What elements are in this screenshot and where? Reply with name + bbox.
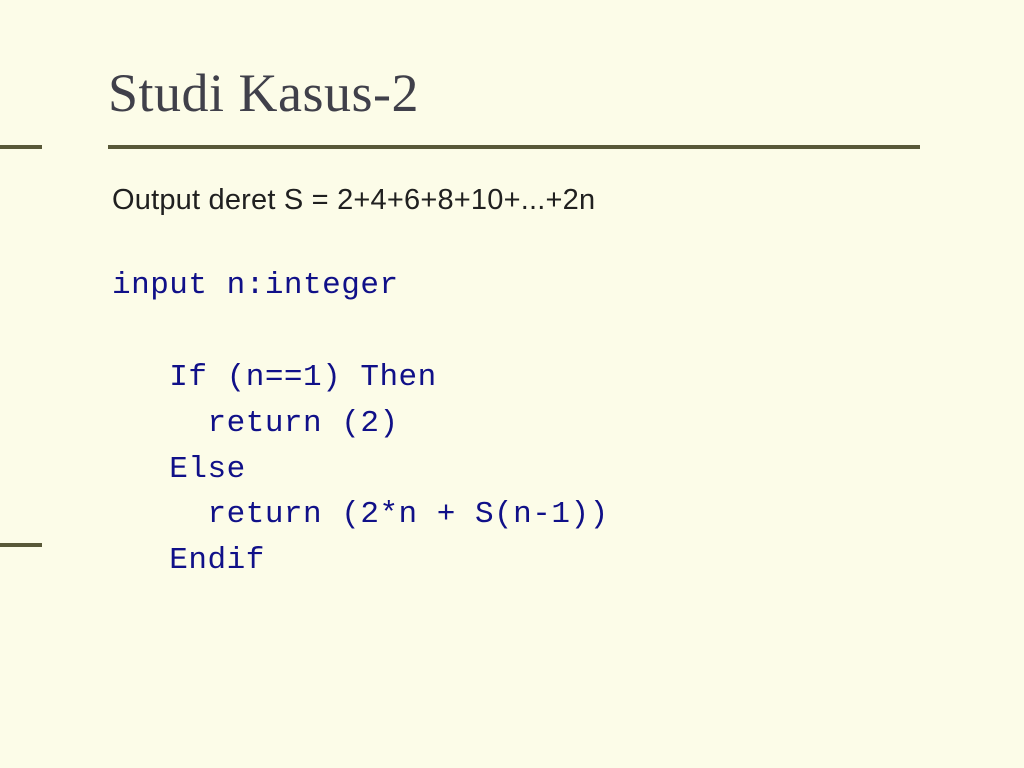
slide-content: Output deret S = 2+4+6+8+10+...+2n input… — [112, 184, 932, 584]
title-underline — [108, 145, 920, 149]
left-margin-tick-bottom — [0, 543, 42, 547]
left-margin-tick-top — [0, 145, 42, 149]
slide: Studi Kasus-2 Output deret S = 2+4+6+8+1… — [0, 0, 1024, 768]
problem-description: Output deret S = 2+4+6+8+10+...+2n — [112, 184, 932, 217]
slide-title: Studi Kasus-2 — [108, 62, 419, 124]
pseudocode-block: input n:integer If (n==1) Then return (2… — [112, 263, 932, 584]
